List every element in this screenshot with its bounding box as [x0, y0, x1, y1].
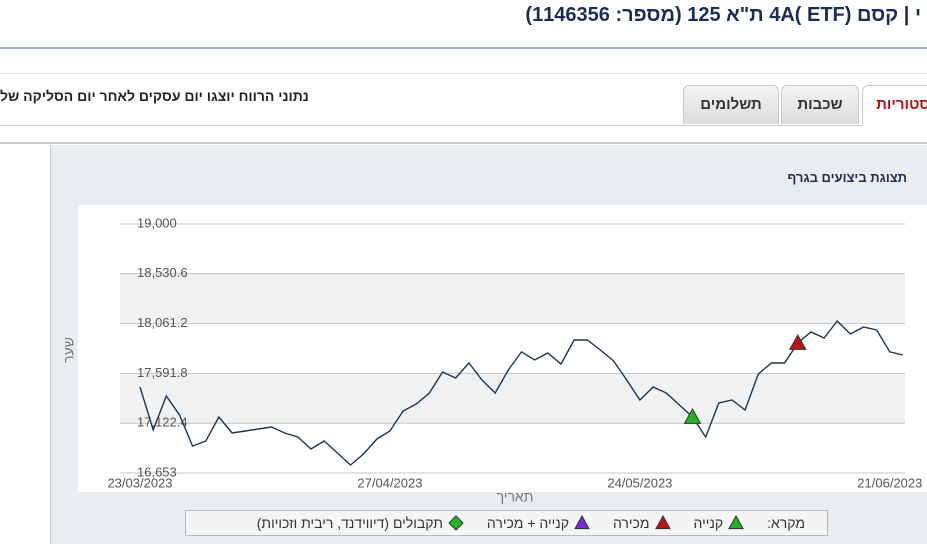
event-marker [788, 334, 807, 350]
x-tick-label: 23/03/2023 [107, 475, 172, 490]
price-line [139, 319, 904, 466]
x-axis-label: תאריך [497, 489, 534, 505]
y-tick-label: 19,000 [137, 215, 177, 230]
y-tick-label: 17,591.8 [137, 365, 188, 380]
legend-icon [728, 514, 744, 530]
y-tick-label: 16,653 [137, 464, 177, 479]
legend-item: קנייה + מכירה [487, 514, 591, 532]
tab[interactable]: סטוריות [862, 85, 927, 126]
y-axis-label: שער [61, 337, 77, 363]
legend-label: תקבולים (דיווידנד, ריבית וזכויות) [256, 515, 443, 531]
grid-band [120, 373, 905, 424]
legend-label: מכירה [612, 515, 650, 531]
event-marker [683, 407, 702, 424]
legend-icon [448, 515, 464, 531]
y-tick-label: 18,061.2 [137, 315, 188, 330]
legend-title: מקרא: [767, 515, 805, 531]
divider [0, 142, 927, 144]
legend-icon [574, 514, 590, 530]
x-tick-label: 21/06/2023 [857, 475, 922, 490]
page-title: י | קסם (ETF )4A ת"א 125 (מספר: 1146356) [525, 4, 921, 26]
legend-label: קנייה [693, 515, 724, 531]
divider [0, 47, 927, 49]
legend-swatch [574, 514, 590, 530]
legend-label: קנייה + מכירה [486, 515, 569, 531]
legend-item: תקבולים (דיווידנד, ריבית וזכויות) [257, 514, 465, 532]
panel-title: תצוגת ביצועים בגרף [787, 170, 907, 185]
legend: מקרא: קנייה מכירה קנייה + מכירה תקבולים (די… [185, 510, 828, 536]
notice: נתוני הרווח יוצגו יום עסקים לאחר יום הסל… [0, 88, 309, 104]
y-tick-label: 18,530.6 [137, 265, 188, 280]
tab[interactable]: תשלומים [683, 85, 779, 124]
legend-item: קנייה [694, 514, 746, 532]
x-tick-label: 27/04/2023 [357, 475, 422, 490]
legend-item: מכירה [613, 514, 672, 532]
tab-bar [0, 73, 927, 126]
legend-swatch [654, 514, 671, 530]
x-tick-label: 24/05/2023 [607, 475, 672, 490]
grid-band [120, 273, 905, 324]
legend-swatch [448, 515, 464, 531]
legend-swatch [728, 514, 744, 530]
chart-area [78, 205, 927, 492]
legend-icon [654, 514, 671, 530]
tab[interactable]: שכבות [781, 85, 859, 124]
